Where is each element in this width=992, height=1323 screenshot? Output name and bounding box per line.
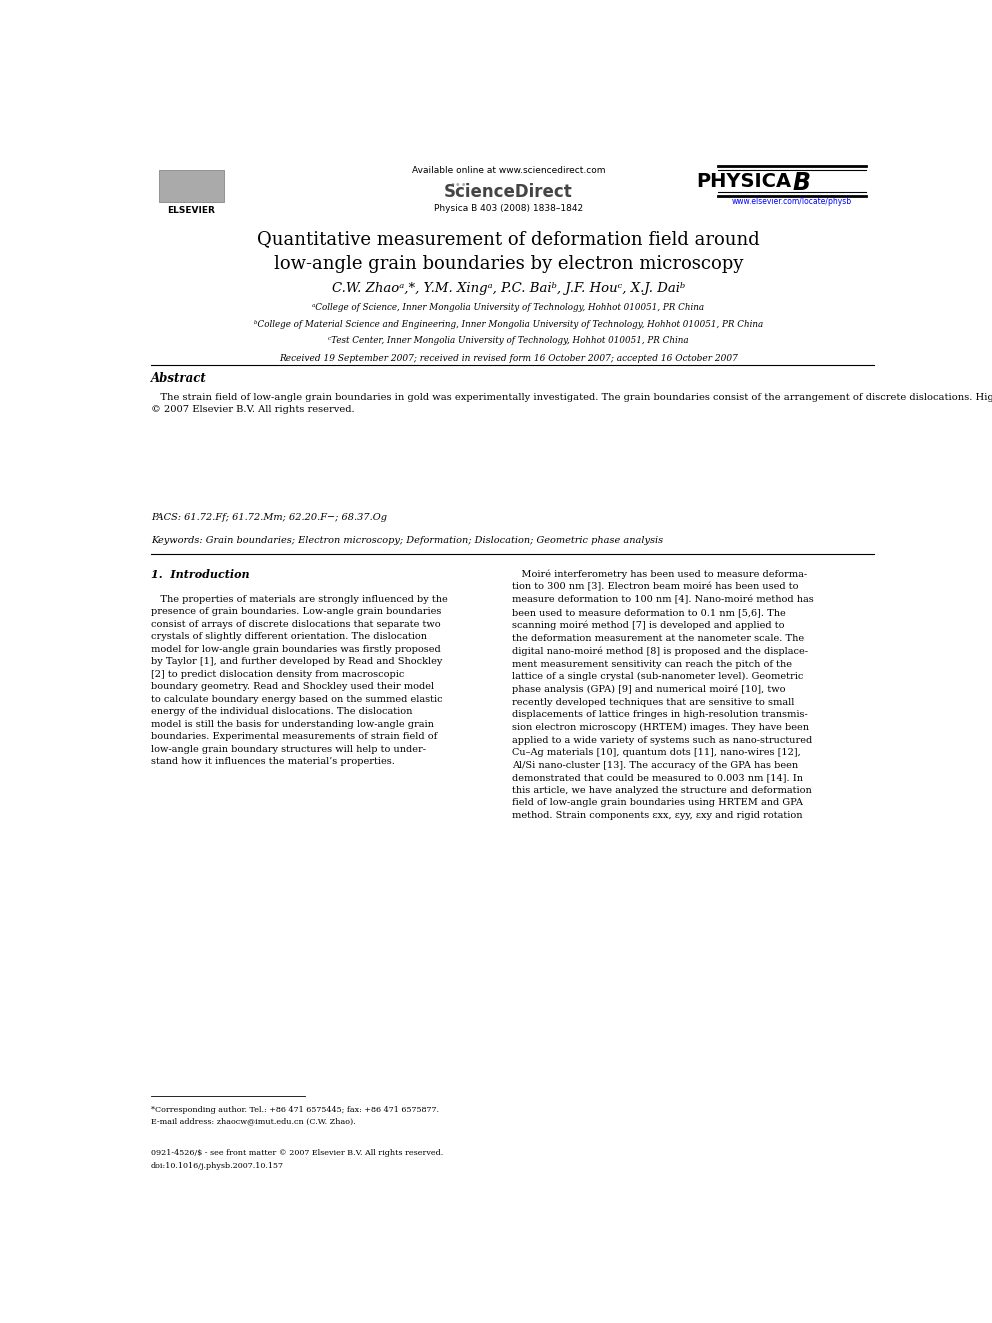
Text: The properties of materials are strongly influenced by the
presence of grain bou: The properties of materials are strongly… [151,595,447,766]
Text: Abstract: Abstract [151,372,206,385]
Text: PACS: 61.72.Ff; 61.72.Mm; 62.20.F−; 68.37.Og: PACS: 61.72.Ff; 61.72.Mm; 62.20.F−; 68.3… [151,513,387,523]
Text: *Corresponding author. Tel.: +86 471 6575445; fax: +86 471 6575877.
E-mail addre: *Corresponding author. Tel.: +86 471 657… [151,1106,438,1125]
Text: The strain field of low-angle grain boundaries in gold was experimentally invest: The strain field of low-angle grain boun… [151,392,992,414]
Text: doi:10.1016/j.physb.2007.10.157: doi:10.1016/j.physb.2007.10.157 [151,1162,284,1170]
Text: Physica B 403 (2008) 1838–1842: Physica B 403 (2008) 1838–1842 [434,204,583,213]
Text: ᵇCollege of Material Science and Engineering, Inner Mongolia University of Techn: ᵇCollege of Material Science and Enginee… [254,320,763,328]
Text: Received 19 September 2007; received in revised form 16 October 2007; accepted 1: Received 19 September 2007; received in … [279,355,738,364]
Text: •••: ••• [449,180,467,191]
Text: Available online at www.sciencedirect.com: Available online at www.sciencedirect.co… [412,165,605,175]
Text: ᶜTest Center, Inner Mongolia University of Technology, Hohhot 010051, PR China: ᶜTest Center, Inner Mongolia University … [328,336,688,345]
Text: ScienceDirect: ScienceDirect [444,183,572,201]
Text: Keywords: Grain boundaries; Electron microscopy; Deformation; Dislocation; Geome: Keywords: Grain boundaries; Electron mic… [151,536,663,545]
Text: www.elsevier.com/locate/physb: www.elsevier.com/locate/physb [731,197,851,206]
Text: Moiré interferometry has been used to measure deforma-
tion to 300 nm [3]. Elect: Moiré interferometry has been used to me… [512,569,814,820]
Text: Quantitative measurement of deformation field around: Quantitative measurement of deformation … [257,230,760,249]
Text: B: B [793,171,810,194]
Text: ELSEVIER: ELSEVIER [168,205,215,214]
Text: ᵃCollege of Science, Inner Mongolia University of Technology, Hohhot 010051, PR : ᵃCollege of Science, Inner Mongolia Univ… [312,303,704,312]
Text: 0921-4526/$ - see front matter © 2007 Elsevier B.V. All rights reserved.: 0921-4526/$ - see front matter © 2007 El… [151,1148,443,1156]
Text: PHYSICA: PHYSICA [696,172,792,191]
Text: 1.  Introduction: 1. Introduction [151,569,250,581]
Bar [159,169,224,201]
Text: low-angle grain boundaries by electron microscopy: low-angle grain boundaries by electron m… [274,254,743,273]
Text: C.W. Zhaoᵃ,*, Y.M. Xingᵃ, P.C. Baiᵇ, J.F. Houᶜ, X.J. Daiᵇ: C.W. Zhaoᵃ,*, Y.M. Xingᵃ, P.C. Baiᵇ, J.F… [331,282,685,295]
